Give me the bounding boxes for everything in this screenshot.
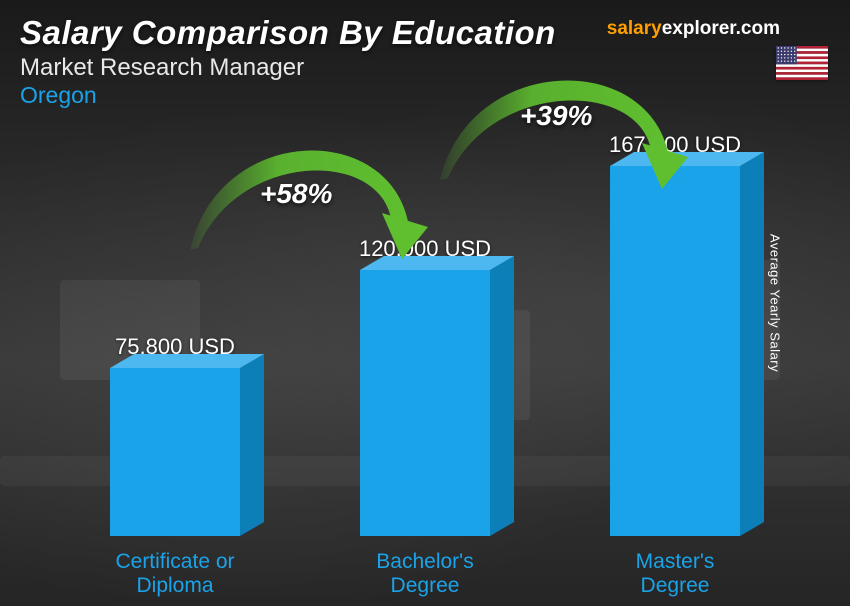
category-label: Master'sDegree — [575, 550, 775, 598]
category-label: Bachelor'sDegree — [325, 550, 525, 598]
us-flag-icon — [776, 46, 828, 80]
brand-part2: explorer — [662, 18, 736, 39]
bar — [360, 270, 490, 536]
brand-part1: salary — [607, 18, 662, 39]
subtitle: Market Research Manager — [20, 54, 830, 82]
location: Oregon — [20, 82, 830, 109]
bar-group: 120,000 USD — [325, 236, 525, 536]
category-label: Certificate orDiploma — [75, 550, 275, 598]
increase-arc — [180, 130, 440, 260]
brand-logo: salaryexplorer.com — [607, 18, 780, 40]
brand-suffix: .com — [736, 18, 780, 39]
bar-group: 167,000 USD — [575, 132, 775, 536]
bar — [110, 368, 240, 536]
y-axis-label: Average Yearly Salary — [767, 234, 782, 372]
bar-group: 75,800 USD — [75, 334, 275, 536]
category-labels: Certificate orDiploma Bachelor'sDegree Mas… — [50, 550, 800, 598]
bar — [610, 166, 740, 536]
